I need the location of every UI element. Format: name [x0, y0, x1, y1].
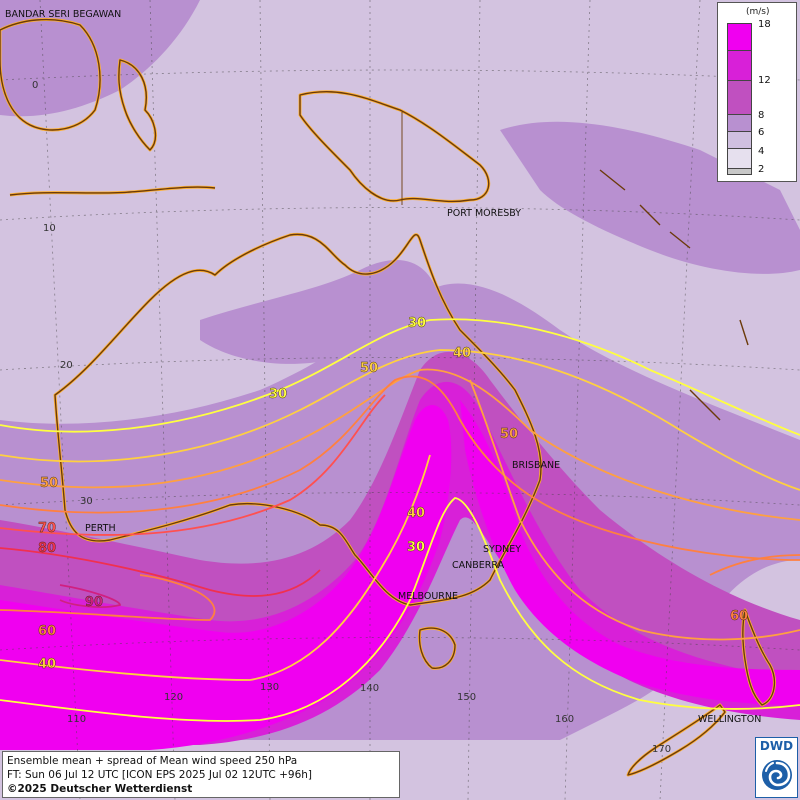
- lon-label: 130: [260, 682, 279, 693]
- contour-label: 60: [730, 609, 748, 624]
- contour-label: 50: [40, 476, 58, 491]
- contour-label: 90: [85, 595, 103, 610]
- city-label-sydney: SYDNEY: [483, 544, 521, 555]
- graticule-lon-130: [259, 0, 271, 800]
- coastlines: [0, 18, 776, 777]
- contour-label: 60: [38, 624, 56, 639]
- contour-label: 50: [500, 427, 518, 442]
- coast-sundas: [9, 186, 216, 196]
- lat-label: 0: [32, 80, 38, 91]
- city-label-wellington: WELLINGTON: [698, 714, 761, 725]
- city-label-perth: PERTH: [85, 523, 116, 534]
- city-labels: BANDAR SERI BEGAWAN PORT MORESBY BRISBAN…: [5, 9, 761, 725]
- city-label-port-moresby: PORT MORESBY: [447, 208, 521, 219]
- contour-60-east: [709, 554, 800, 576]
- spread-max-east: [460, 400, 800, 705]
- contour-label-group: 30 40 30 50 50 70 80 90 60 40 40 30 60 5…: [38, 316, 748, 672]
- spread-area-pacific: [500, 121, 800, 274]
- lon-label: 170: [652, 744, 671, 755]
- spread-area-north: [0, 0, 200, 117]
- color-legend: (m/s) 18 12 8 6 4 2: [717, 2, 797, 182]
- legend-unit: (m/s): [746, 7, 770, 17]
- coast-png: [299, 91, 490, 203]
- legend-label-18: 18: [758, 19, 771, 30]
- swirl-icon: [762, 760, 792, 790]
- contour-60-north: [0, 375, 800, 561]
- graticule-lat-10: [0, 207, 800, 221]
- coast-solomons: [599, 169, 691, 249]
- contour-label: 40: [38, 657, 56, 672]
- contour-50-north: [0, 368, 800, 521]
- legend-label-2: 2: [758, 164, 765, 175]
- coordinate-labels: 0 10 20 30 110 120 130 140 150 160 170: [32, 80, 671, 755]
- forecast-time: FT: Sun 06 Jul 12 UTC [ICON EPS 2025 Jul…: [7, 769, 312, 781]
- lon-label: 160: [555, 714, 574, 725]
- lat-label: 10: [43, 223, 56, 234]
- contour-label: 40: [407, 506, 425, 521]
- lon-label: 110: [67, 714, 86, 725]
- contour-40-south: [0, 454, 431, 681]
- copyright: ©2025 Deutscher Wetterdienst: [7, 783, 193, 795]
- contour-50-east: [469, 379, 800, 641]
- contour-40-north: [0, 349, 800, 491]
- graticule-lon-110: [39, 0, 81, 800]
- legend-swatch-6: [727, 115, 752, 132]
- contour-label: 80: [38, 541, 56, 556]
- contour-label: 70: [38, 521, 56, 536]
- lon-label: 140: [360, 683, 379, 694]
- dwd-logo-text: DWD: [759, 739, 794, 753]
- graticule-lat-0: [0, 69, 800, 81]
- legend-label-12: 12: [758, 75, 771, 86]
- graticule-lat-40: [0, 637, 800, 651]
- spread-max: [0, 400, 800, 750]
- legend-swatch-12: [727, 51, 752, 81]
- coast-vanuatu: [739, 319, 749, 346]
- city-label-brisbane: BRISBANE: [512, 460, 560, 471]
- lon-label: 120: [164, 692, 183, 703]
- contour-label: 40: [453, 346, 471, 361]
- legend-label-4: 4: [758, 146, 765, 157]
- product-title: Ensemble mean + spread of Mean wind spee…: [7, 755, 298, 767]
- contour-60-south: [0, 574, 216, 621]
- contour-label: 30: [408, 316, 426, 331]
- contour-label: 30: [407, 540, 425, 555]
- lat-label: 20: [60, 360, 73, 371]
- city-label-bandar: BANDAR SERI BEGAWAN: [5, 9, 121, 20]
- legend-swatch-0: [727, 169, 752, 175]
- contour-80: [0, 547, 321, 597]
- contour-label: 30: [269, 387, 287, 402]
- legend-swatch-18: [727, 23, 752, 51]
- legend-label-8: 8: [758, 110, 765, 121]
- coast-tasmania: [418, 627, 456, 669]
- info-panel: Ensemble mean + spread of Mean wind spee…: [2, 751, 400, 798]
- lon-label: 150: [457, 692, 476, 703]
- city-label-canberra: CANBERRA: [452, 560, 505, 571]
- graticule-lon-150: [467, 0, 481, 800]
- coast-australia: [54, 233, 542, 606]
- graticule-lat-20: [0, 357, 800, 371]
- legend-swatch-8: [727, 81, 752, 115]
- contour-70: [0, 394, 386, 536]
- spread-max-west: [0, 405, 452, 750]
- graticule-lon-170: [659, 0, 701, 800]
- dwd-logo: DWD: [755, 737, 798, 798]
- contour-label: 50: [360, 361, 378, 376]
- contour-90: [59, 584, 121, 608]
- legend-label-6: 6: [758, 127, 765, 138]
- contour-30-south: [0, 497, 800, 722]
- city-label-melbourne: MELBOURNE: [398, 591, 458, 602]
- coast-nz-south: [627, 704, 726, 776]
- legend-swatch-4: [727, 132, 752, 149]
- coast-nz-north: [742, 609, 776, 706]
- coast-borneo: [0, 18, 101, 131]
- coast-sulawesi: [118, 59, 157, 151]
- contour-30-north: [0, 318, 800, 436]
- contour-lines: [0, 318, 800, 722]
- legend-swatch-2: [727, 149, 752, 169]
- coast-new-caledonia: [689, 389, 721, 421]
- lat-label: 30: [80, 496, 93, 507]
